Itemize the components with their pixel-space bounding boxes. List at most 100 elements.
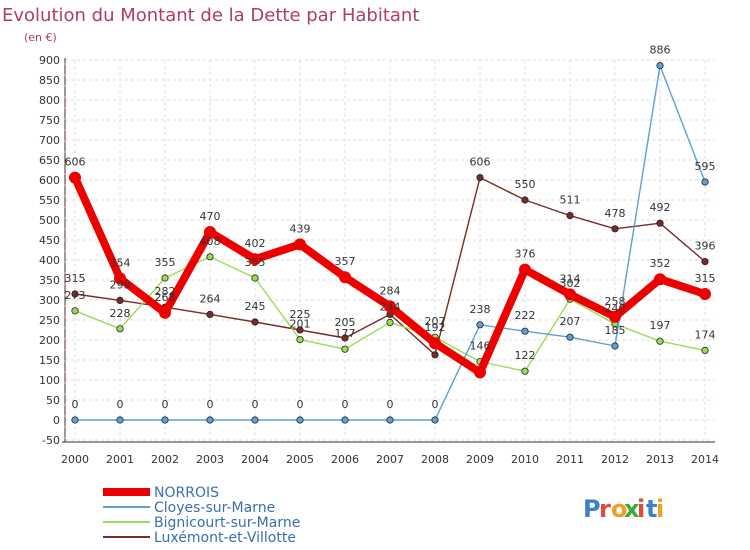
data-label: 0 <box>252 398 259 411</box>
data-label: 222 <box>515 309 536 322</box>
data-point <box>386 416 394 424</box>
y-tick-label: 0 <box>53 414 60 427</box>
data-point <box>521 196 529 204</box>
data-label: 402 <box>245 237 266 250</box>
data-point <box>656 337 664 345</box>
data-point <box>296 326 304 334</box>
data-label: 315 <box>695 272 716 285</box>
data-label: 0 <box>72 398 79 411</box>
data-label: 470 <box>200 210 221 223</box>
y-tick-label: 600 <box>39 174 60 187</box>
data-label: 0 <box>387 398 394 411</box>
data-point <box>71 290 79 298</box>
data-point <box>294 238 306 251</box>
y-tick-label: -50 <box>42 434 60 447</box>
data-label: 174 <box>695 328 716 341</box>
x-tick-label: 2002 <box>151 453 179 466</box>
data-label: 354 <box>110 256 131 269</box>
data-label: 240 <box>605 302 626 315</box>
data-label: 284 <box>380 284 401 297</box>
legend-label: Bignicourt-sur-Marne <box>154 515 300 531</box>
data-point <box>206 253 214 261</box>
data-label: 201 <box>290 318 311 331</box>
data-label: 244 <box>380 300 401 313</box>
data-label: 302 <box>560 277 581 290</box>
brand-letter: P <box>583 495 601 523</box>
data-point <box>701 178 709 186</box>
data-label: 439 <box>290 222 311 235</box>
x-tick-label: 2005 <box>286 453 314 466</box>
data-label: 205 <box>335 316 356 329</box>
data-point <box>251 318 259 326</box>
x-tick-label: 2000 <box>61 453 89 466</box>
data-point <box>474 366 486 379</box>
x-tick-label: 2014 <box>691 453 719 466</box>
brand-letter: x <box>624 495 640 523</box>
data-point <box>69 171 81 184</box>
data-label: 258 <box>605 295 626 308</box>
y-tick-label: 900 <box>39 54 60 67</box>
y-tick-label: 800 <box>39 94 60 107</box>
x-tick-label: 2001 <box>106 453 134 466</box>
y-tick-label: 350 <box>39 274 60 287</box>
data-point <box>71 307 79 315</box>
data-label: 225 <box>290 308 311 321</box>
data-label: 282 <box>155 285 176 298</box>
data-label: 0 <box>162 398 169 411</box>
data-point <box>341 345 349 353</box>
legend: NORROISCloyes-sur-MarneBignicourt-sur-Ma… <box>103 485 300 546</box>
x-tick-label: 2011 <box>556 453 584 466</box>
y-tick-label: 50 <box>46 394 60 407</box>
data-label: 146 <box>470 340 491 353</box>
data-label: 355 <box>155 256 176 269</box>
data-point <box>699 288 711 300</box>
data-label: 886 <box>650 44 671 57</box>
data-point <box>159 306 171 319</box>
data-point <box>701 257 709 266</box>
y-tick-label: 850 <box>39 74 60 87</box>
data-point <box>656 219 664 227</box>
data-label: 197 <box>650 319 671 332</box>
brand-letter: i <box>656 495 664 523</box>
data-label: 478 <box>605 207 626 220</box>
data-point <box>116 296 124 304</box>
proxiti-logo: Pr oxi ti <box>583 495 664 523</box>
data-point <box>431 351 439 359</box>
brand-letter: o <box>611 495 628 523</box>
data-label: 228 <box>110 307 131 320</box>
series-layer: 606 354 268 470 402 439 357 284 192 376 314 258 352 3… <box>65 44 716 424</box>
data-point <box>114 272 126 285</box>
data-label: 376 <box>515 248 536 261</box>
data-label: 185 <box>605 324 626 337</box>
data-point <box>161 274 169 282</box>
x-axis-ticks: 2000 2001 2002 2003 2004 2005 2006 2007 2008 2009… <box>61 453 719 466</box>
y-tick-label: 750 <box>39 114 60 127</box>
legend-label: Luxémont-et-Villotte <box>154 530 296 546</box>
data-label: 0 <box>117 398 124 411</box>
brand-letter: r <box>599 495 611 523</box>
data-point <box>386 318 394 326</box>
data-label: 396 <box>695 240 716 253</box>
data-point <box>609 310 621 323</box>
y-tick-label: 650 <box>39 154 60 167</box>
data-point <box>701 346 709 354</box>
y-tick-label: 500 <box>39 214 60 227</box>
data-label: 122 <box>515 349 536 362</box>
data-label: 315 <box>65 272 86 285</box>
data-point <box>116 416 124 424</box>
data-label: 606 <box>470 156 491 169</box>
y-tick-label: 300 <box>39 294 60 307</box>
data-point <box>656 61 664 70</box>
legend-label: Cloyes-sur-Marne <box>154 500 275 516</box>
data-label: 268 <box>155 291 176 304</box>
data-point <box>521 367 529 375</box>
data-label: 299 <box>110 278 131 291</box>
y-tick-label: 450 <box>39 234 60 247</box>
brand-letter: t <box>646 495 657 523</box>
x-tick-label: 2004 <box>241 453 269 466</box>
data-label: 492 <box>650 201 671 214</box>
data-point <box>204 226 216 238</box>
